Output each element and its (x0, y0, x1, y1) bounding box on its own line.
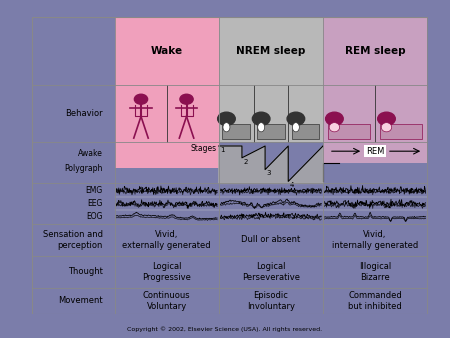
Text: REM: REM (366, 147, 384, 156)
Text: 1: 1 (220, 147, 225, 153)
Text: 2: 2 (243, 159, 248, 165)
Text: Thought: Thought (68, 267, 103, 276)
Text: Illogical
Bizarre: Illogical Bizarre (359, 262, 391, 282)
Text: Awake: Awake (78, 149, 103, 158)
Text: Logical
Perseverative: Logical Perseverative (242, 262, 300, 282)
Text: EMG: EMG (86, 186, 103, 195)
Ellipse shape (329, 123, 340, 132)
Bar (115, 85, 219, 142)
Text: Movement: Movement (58, 296, 103, 306)
Text: 4: 4 (289, 182, 294, 188)
Bar (292, 124, 320, 139)
Text: Vivid,
externally generated: Vivid, externally generated (122, 230, 211, 250)
Circle shape (287, 112, 305, 125)
Bar (328, 124, 370, 139)
Text: Continuous
Voluntary: Continuous Voluntary (143, 291, 190, 311)
Ellipse shape (292, 123, 299, 132)
Bar (323, 142, 427, 163)
Circle shape (218, 112, 235, 125)
Text: Behavior: Behavior (65, 109, 103, 118)
Circle shape (252, 112, 270, 125)
Text: 3: 3 (266, 170, 271, 176)
Text: REM sleep: REM sleep (345, 46, 405, 56)
Text: Commanded
but inhibited: Commanded but inhibited (348, 291, 402, 311)
Bar (219, 17, 323, 85)
Ellipse shape (223, 123, 230, 132)
Bar (222, 124, 250, 139)
Bar (219, 85, 323, 142)
Circle shape (326, 112, 343, 125)
Ellipse shape (381, 123, 392, 132)
Bar (115, 17, 219, 85)
Polygon shape (219, 146, 323, 184)
Circle shape (378, 112, 395, 125)
Bar (323, 85, 427, 142)
Circle shape (135, 94, 148, 104)
Bar (257, 124, 285, 139)
Text: Episodic
Involuntary: Episodic Involuntary (247, 291, 295, 311)
Text: NREM sleep: NREM sleep (236, 46, 306, 56)
Circle shape (180, 94, 193, 104)
Text: Sensation and
perception: Sensation and perception (43, 230, 103, 250)
Text: Copyright © 2002, Elsevier Science (USA). All rights reserved.: Copyright © 2002, Elsevier Science (USA)… (127, 327, 323, 332)
Bar (115, 142, 219, 168)
Text: Dull or absent: Dull or absent (241, 236, 301, 244)
Ellipse shape (258, 123, 265, 132)
Bar (323, 17, 427, 85)
Text: EOG: EOG (86, 212, 103, 221)
Bar (380, 124, 422, 139)
Text: Polygraph: Polygraph (64, 164, 103, 173)
Text: Wake: Wake (151, 46, 183, 56)
Text: Stages: Stages (190, 144, 216, 153)
Text: EEG: EEG (87, 199, 103, 208)
Text: Vivid,
internally generated: Vivid, internally generated (332, 230, 418, 250)
Text: Logical
Progressive: Logical Progressive (142, 262, 191, 282)
